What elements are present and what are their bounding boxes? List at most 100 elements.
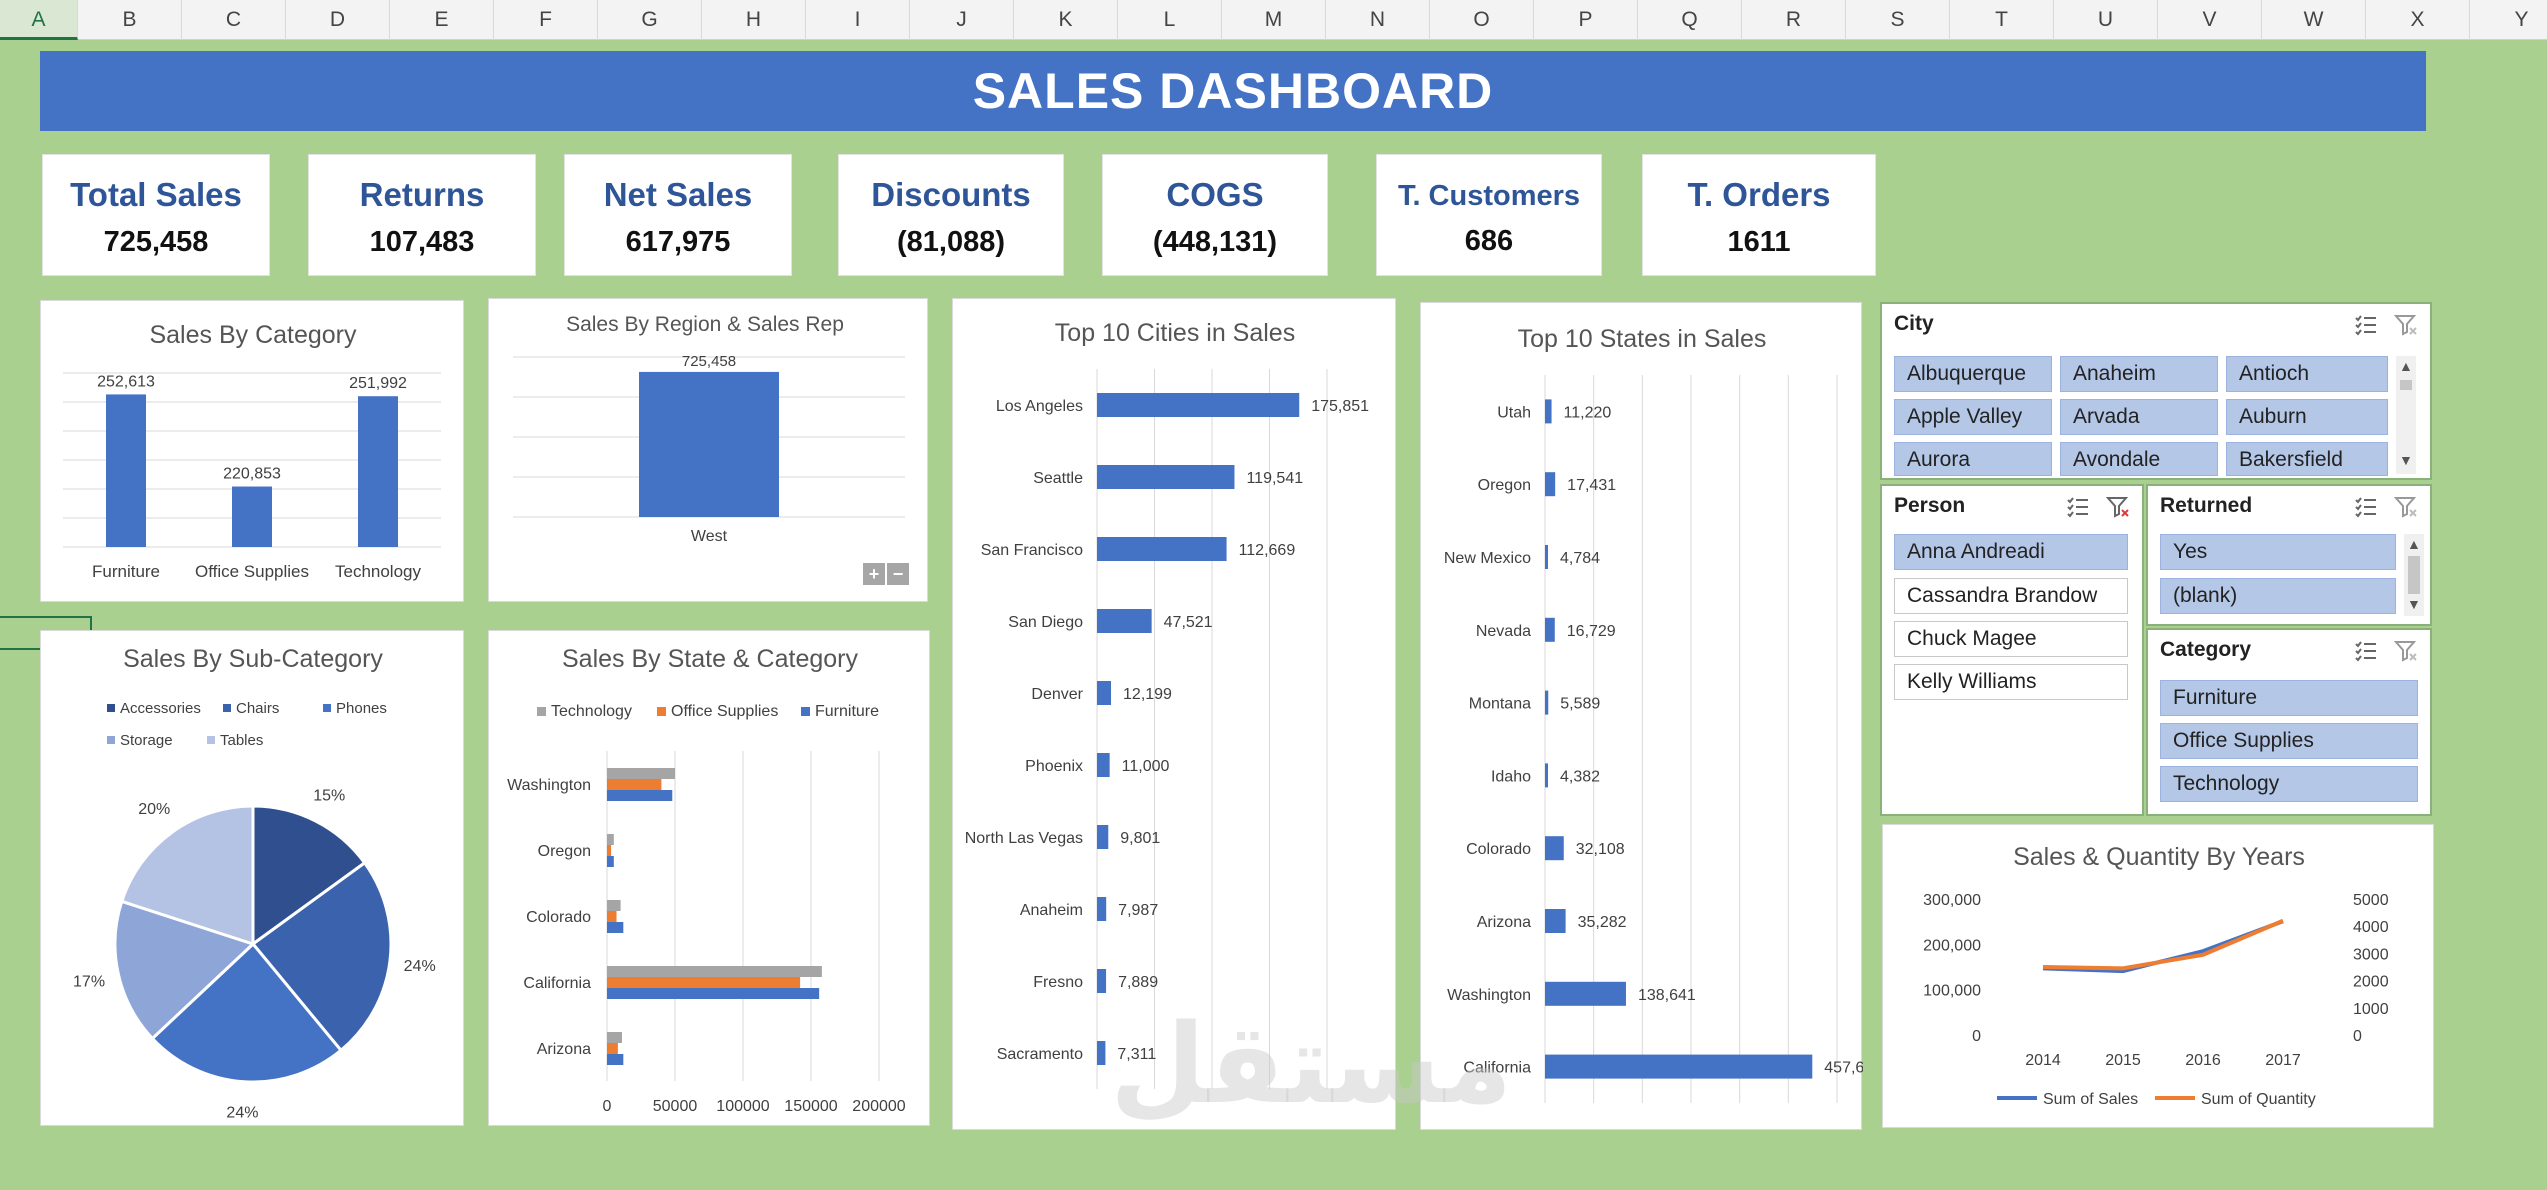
column-header-j[interactable]: J bbox=[910, 0, 1014, 40]
slicer-item[interactable]: Chuck Magee bbox=[1894, 621, 2128, 657]
chart-sales-by-category[interactable]: Sales By Category 252,613 Furniture 220,853… bbox=[40, 300, 464, 602]
kpi-value: (448,131) bbox=[1152, 226, 1278, 258]
scroll-down-icon[interactable]: ▼ bbox=[2407, 596, 2421, 612]
multi-select-icon[interactable] bbox=[2354, 640, 2378, 662]
column-header-b[interactable]: B bbox=[78, 0, 182, 40]
bar bbox=[1545, 909, 1566, 933]
bar bbox=[607, 790, 673, 801]
slicer-item-selected[interactable]: Anna Andreadi bbox=[1894, 534, 2128, 570]
column-header-w[interactable]: W bbox=[2262, 0, 2366, 40]
clear-filter-icon[interactable] bbox=[2106, 496, 2130, 518]
chart-sales-quantity-years[interactable]: Sales & Quantity By Years 300,000 200,000 1… bbox=[1882, 824, 2434, 1128]
column-header-c[interactable]: C bbox=[182, 0, 286, 40]
chart-sales-by-state-category[interactable]: Sales By State & Category Technology Offic… bbox=[488, 630, 930, 1126]
slicer-item[interactable]: Anaheim bbox=[2060, 356, 2218, 392]
collapse-field-button[interactable]: − bbox=[887, 563, 909, 585]
slicer-item[interactable]: Yes bbox=[2160, 534, 2396, 570]
scroll-up-icon[interactable]: ▲ bbox=[2407, 536, 2421, 552]
column-header-d[interactable]: D bbox=[286, 0, 390, 40]
clear-filter-icon[interactable] bbox=[2394, 314, 2418, 336]
category-label: California bbox=[523, 975, 591, 992]
bar bbox=[639, 371, 779, 517]
slicer-item[interactable]: Apple Valley bbox=[1894, 399, 2052, 435]
column-header-f[interactable]: F bbox=[494, 0, 598, 40]
legend-swatch bbox=[537, 707, 546, 716]
category-label: New Mexico bbox=[1444, 550, 1531, 567]
slicer-person[interactable]: Person Anna Andreadi Cassandra Brandow C… bbox=[1880, 484, 2144, 816]
column-header-t[interactable]: T bbox=[1950, 0, 2054, 40]
column-header-x[interactable]: X bbox=[2366, 0, 2470, 40]
column-header-l[interactable]: L bbox=[1118, 0, 1222, 40]
slicer-city[interactable]: City Albuquerque Anaheim Antioch Apple V… bbox=[1880, 302, 2432, 480]
scroll-thumb[interactable] bbox=[2400, 380, 2412, 390]
column-header-a[interactable]: A bbox=[0, 0, 78, 40]
column-header-m[interactable]: M bbox=[1222, 0, 1326, 40]
slicer-item[interactable]: Arvada bbox=[2060, 399, 2218, 435]
clear-filter-icon[interactable] bbox=[2394, 496, 2418, 518]
chart-sales-by-region[interactable]: Sales By Region & Sales Rep 725,458 West +… bbox=[488, 298, 928, 602]
column-header-r[interactable]: R bbox=[1742, 0, 1846, 40]
column-header-g[interactable]: G bbox=[598, 0, 702, 40]
tick-label-left: 0 bbox=[1972, 1028, 1981, 1045]
kpi-orders: T. Orders 1611 bbox=[1642, 154, 1876, 276]
category-label: Washington bbox=[1447, 987, 1531, 1004]
column-header-y[interactable]: Y bbox=[2470, 0, 2547, 40]
multi-select-icon[interactable] bbox=[2354, 314, 2378, 336]
slicer-item[interactable]: (blank) bbox=[2160, 578, 2396, 614]
category-label: Anaheim bbox=[1020, 902, 1083, 919]
slicer-item[interactable]: Kelly Williams bbox=[1894, 664, 2128, 700]
column-header-o[interactable]: O bbox=[1430, 0, 1534, 40]
scroll-up-icon[interactable]: ▲ bbox=[2399, 358, 2413, 374]
category-label: Seattle bbox=[1033, 470, 1083, 487]
slicer-scrollbar[interactable]: ▲ ▼ bbox=[2396, 356, 2416, 474]
slicer-item[interactable]: Antioch bbox=[2226, 356, 2388, 392]
slicer-category[interactable]: Category Furniture Office Supplies Techn… bbox=[2146, 628, 2432, 816]
chart-title: Top 10 States in Sales bbox=[1518, 325, 1767, 353]
slicer-returned[interactable]: Returned Yes (blank) ▲ ▼ bbox=[2146, 484, 2432, 626]
multi-select-icon[interactable] bbox=[2354, 496, 2378, 518]
slicer-item[interactable]: Office Supplies bbox=[2160, 723, 2418, 759]
slicer-item[interactable]: Cassandra Brandow bbox=[1894, 578, 2128, 614]
tick-label-left: 200,000 bbox=[1923, 937, 1981, 954]
slicer-scrollbar[interactable]: ▲ ▼ bbox=[2404, 534, 2424, 616]
column-header-q[interactable]: Q bbox=[1638, 0, 1742, 40]
kpi-label: Discounts bbox=[871, 176, 1031, 213]
column-header-n[interactable]: N bbox=[1326, 0, 1430, 40]
slicer-item[interactable]: Albuquerque bbox=[1894, 356, 2052, 392]
kpi-label: Returns bbox=[359, 176, 485, 213]
multi-select-icon[interactable] bbox=[2066, 496, 2090, 518]
slicer-item[interactable]: Bakersfield bbox=[2226, 442, 2388, 476]
scroll-thumb[interactable] bbox=[2408, 556, 2420, 594]
column-header-h[interactable]: H bbox=[702, 0, 806, 40]
tick-label-right: 0 bbox=[2353, 1028, 2362, 1045]
category-label: Technology bbox=[335, 562, 422, 581]
expand-field-button[interactable]: + bbox=[863, 563, 885, 585]
kpi-net-sales: Net Sales 617,975 bbox=[564, 154, 792, 276]
data-label: 11,000 bbox=[1122, 758, 1170, 775]
top-cities-svg: Top 10 Cities in Sales Los Angeles 175,851… bbox=[965, 319, 1369, 1089]
column-header-u[interactable]: U bbox=[2054, 0, 2158, 40]
chart-top-states[interactable]: Top 10 States in Sales Utah 11,220 Oregon 17… bbox=[1420, 302, 1863, 1130]
slicer-item[interactable]: Auburn bbox=[2226, 399, 2388, 435]
column-header-p[interactable]: P bbox=[1534, 0, 1638, 40]
chart-top-cities[interactable]: Top 10 Cities in Sales Los Angeles 175,851… bbox=[952, 298, 1396, 1130]
pie-slice bbox=[150, 941, 344, 1084]
column-header-i[interactable]: I bbox=[806, 0, 910, 40]
column-header-k[interactable]: K bbox=[1014, 0, 1118, 40]
clear-filter-icon[interactable] bbox=[2394, 640, 2418, 662]
slicer-item[interactable]: Avondale bbox=[2060, 442, 2218, 476]
chart-sales-by-subcategory[interactable]: Sales By Sub-Category Accessories Chairs Ph… bbox=[40, 630, 464, 1126]
legend-label: Sum of Quantity bbox=[2201, 1091, 2316, 1108]
scroll-down-icon[interactable]: ▼ bbox=[2399, 452, 2413, 468]
kpi-value: 686 bbox=[1464, 225, 1514, 257]
kpi-value: 1611 bbox=[1727, 226, 1791, 258]
column-header-e[interactable]: E bbox=[390, 0, 494, 40]
slicer-item[interactable]: Aurora bbox=[1894, 442, 2052, 476]
column-header-v[interactable]: V bbox=[2158, 0, 2262, 40]
slicer-item[interactable]: Furniture bbox=[2160, 680, 2418, 716]
category-label: Fresno bbox=[1033, 974, 1083, 991]
category-label: Office Supplies bbox=[195, 562, 309, 581]
column-header-s[interactable]: S bbox=[1846, 0, 1950, 40]
slicer-item[interactable]: Technology bbox=[2160, 766, 2418, 802]
kpi-label: Total Sales bbox=[70, 176, 242, 213]
